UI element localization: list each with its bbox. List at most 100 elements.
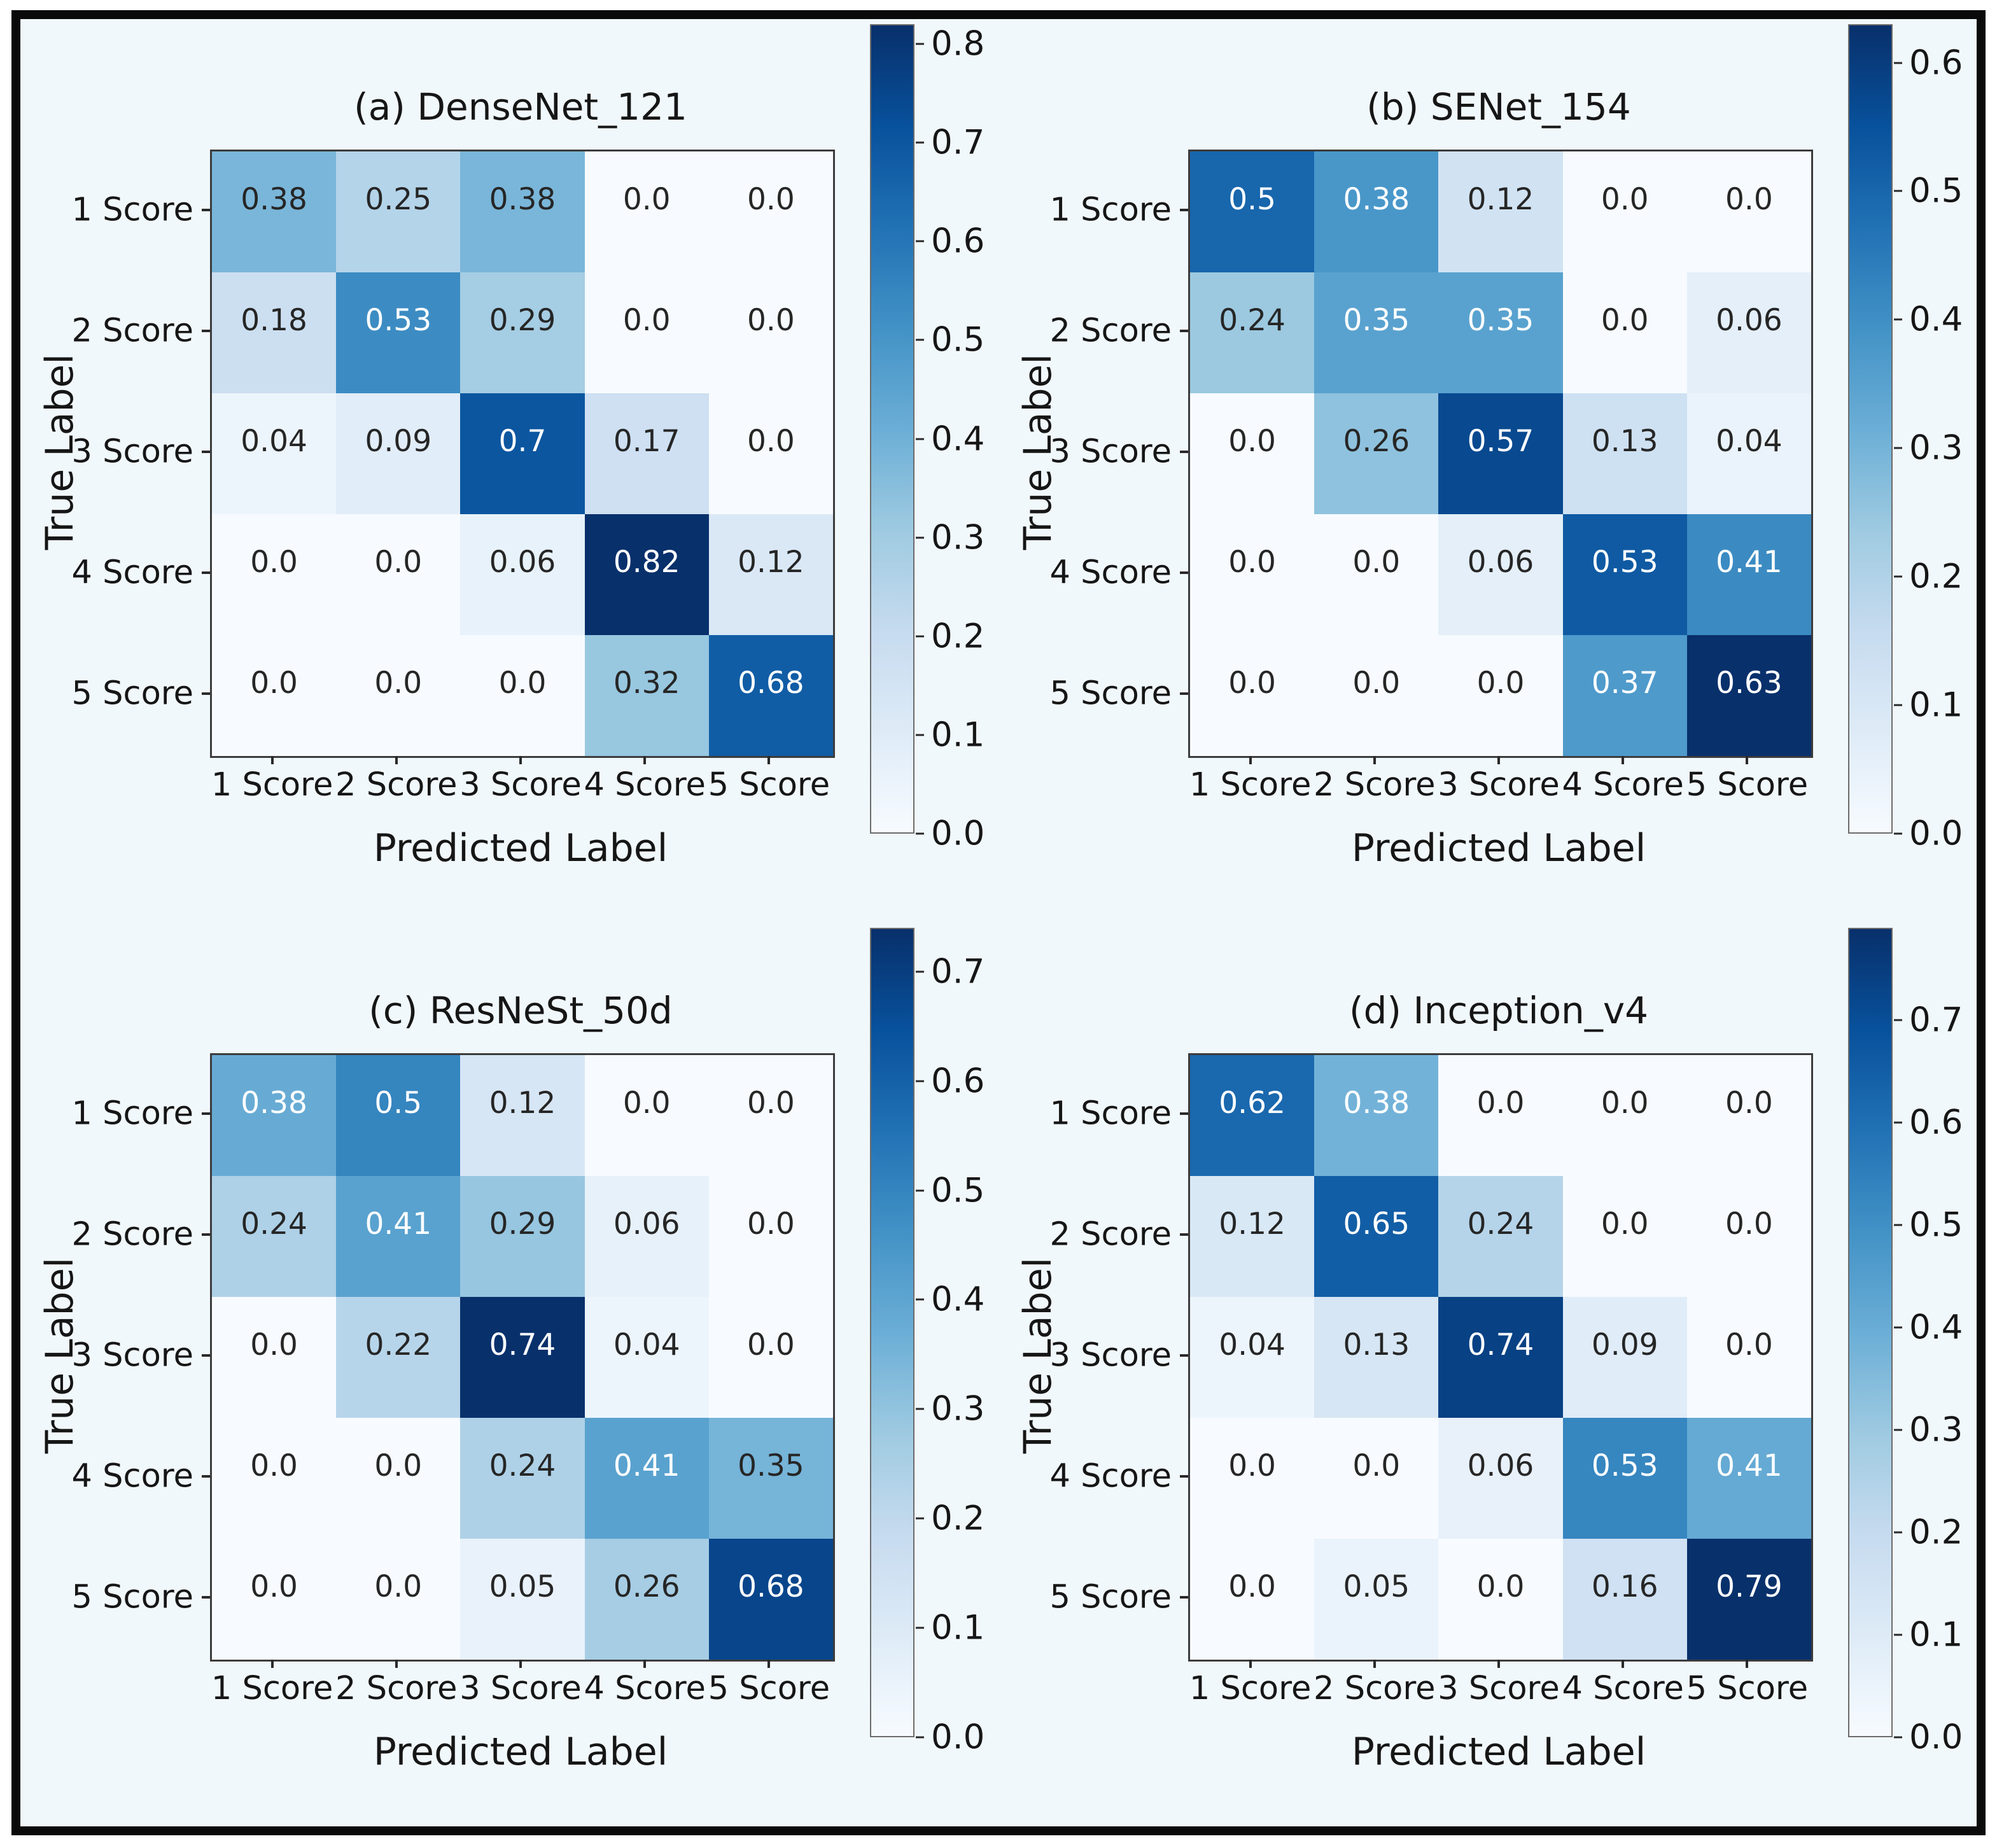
y-tick-label: 1 Score [71, 1095, 194, 1133]
confusion-matrix-heatmap: 0.38 0.25 0.38 0.0 0.0 0.18 0.53 0.29 0.0 0.0 0.04… [210, 150, 835, 758]
x-tick-mark [519, 756, 522, 764]
heatmap-cell: 0.04 [1686, 393, 1811, 514]
colorbar-tick-label: 0.3 [931, 1389, 985, 1429]
colorbar-tick-mark [1894, 1531, 1902, 1534]
heatmap-cell: 0.0 [212, 1539, 337, 1660]
colorbar-gradient [870, 928, 914, 1737]
x-tick-label: 1 Score [211, 1670, 333, 1707]
heatmap-cell: 0.38 [460, 151, 585, 272]
heatmap-cell: 0.0 [336, 635, 461, 756]
y-tick-label: 2 Score [1049, 1215, 1172, 1254]
colorbar-tick-label: 0.3 [1909, 428, 1963, 468]
colorbar-tick-mark [916, 43, 924, 45]
colorbar-gradient [870, 24, 914, 834]
x-tick-label: 3 Score [459, 766, 582, 804]
y-tick-mark [202, 451, 210, 453]
y-tick-mark [1180, 1475, 1188, 1478]
heatmap-cell: 0.04 [212, 393, 337, 514]
heatmap-cell: 0.25 [336, 151, 461, 272]
colorbar-tick-mark [916, 240, 924, 242]
colorbar-gradient [1848, 24, 1893, 834]
colorbar-tick-label: 0.6 [931, 221, 985, 261]
x-tick-mark [1622, 1660, 1625, 1668]
x-axis-label: Predicted Label [1351, 1730, 1646, 1774]
heatmap-cell: 0.41 [584, 1418, 709, 1539]
colorbar-tick-label: 0.3 [1909, 1410, 1963, 1450]
colorbar-tick-label: 0.4 [931, 1280, 985, 1319]
y-tick-mark [1180, 1233, 1188, 1236]
colorbar-tick-mark [1894, 704, 1902, 706]
y-tick-mark [1180, 692, 1188, 695]
y-tick-label: 5 Score [1049, 675, 1172, 713]
x-tick-label: 5 Score [708, 1670, 830, 1707]
heatmap-cell: 0.24 [1190, 272, 1315, 393]
heatmap-cell: 0.41 [1686, 1418, 1811, 1539]
heatmap-cell: 0.0 [1686, 1055, 1811, 1176]
heatmap-cell: 0.24 [1438, 1176, 1563, 1297]
colorbar-tick-mark [916, 1736, 924, 1739]
heatmap-cell: 0.05 [1314, 1539, 1439, 1660]
y-tick-label: 4 Score [1049, 1457, 1172, 1495]
colorbar-tick-label: 0.1 [1909, 685, 1963, 725]
y-tick-mark [1180, 1112, 1188, 1115]
heatmap-cell: 0.18 [212, 272, 337, 393]
heatmap-cell: 0.0 [708, 393, 833, 514]
x-tick-mark [1746, 756, 1749, 764]
x-tick-label: 4 Score [584, 766, 706, 804]
colorbar-tick-label: 0.2 [931, 1499, 985, 1538]
confusion-matrix-heatmap: 0.62 0.38 0.0 0.0 0.0 0.12 0.65 0.24 0.0 0.0 0.04 0… [1188, 1053, 1813, 1662]
heatmap-cell: 0.24 [460, 1418, 585, 1539]
heatmap-cell: 0.04 [584, 1297, 709, 1418]
x-axis-label: Predicted Label [373, 826, 668, 871]
y-tick-label: 4 Score [1049, 554, 1172, 592]
heatmap-cell: 0.35 [1314, 272, 1439, 393]
colorbar-tick-mark [916, 1408, 924, 1410]
x-tick-mark [643, 756, 647, 764]
colorbar-tick-mark [1894, 190, 1902, 192]
x-tick-label: 3 Score [459, 1670, 582, 1707]
y-tick-label: 2 Score [71, 312, 194, 350]
heatmap-cell: 0.0 [708, 1297, 833, 1418]
heatmap-cell: 0.0 [1438, 1539, 1563, 1660]
colorbar-tick-mark [916, 438, 924, 440]
heatmap-cell: 0.13 [1562, 393, 1687, 514]
colorbar-tick-label: 0.8 [931, 24, 985, 64]
x-tick-mark [1746, 1660, 1749, 1668]
subplot-title: (b) SENet_154 [1366, 85, 1631, 129]
y-tick-mark [202, 1475, 210, 1478]
heatmap-cell: 0.0 [212, 514, 337, 635]
heatmap-cell: 0.13 [1314, 1297, 1439, 1418]
colorbar-tick-mark [1894, 575, 1902, 578]
heatmap-cell: 0.06 [1686, 272, 1811, 393]
y-tick-label: 1 Score [71, 191, 194, 229]
heatmap-cell: 0.74 [460, 1297, 585, 1418]
colorbar-tick-mark [916, 536, 924, 539]
heatmap-cell: 0.38 [212, 151, 337, 272]
colorbar-tick-mark [1894, 1121, 1902, 1124]
colorbar: 0.0 0.1 0.2 0.3 0.4 0.5 0.6 0.7 0.8 [870, 24, 997, 853]
colorbar-tick-label: 0.6 [1909, 43, 1963, 83]
heatmap-cell: 0.37 [1562, 635, 1687, 756]
heatmap-cell: 0.0 [584, 272, 709, 393]
figure-frame: (a) DenseNet_121 True Label 1 Score 2 Sco… [11, 10, 1986, 1835]
colorbar-tick-mark [916, 635, 924, 638]
x-tick-label: 2 Score [335, 766, 458, 804]
y-tick-mark [202, 1112, 210, 1115]
colorbar-tick-mark [916, 1189, 924, 1192]
colorbar-tick-mark [1894, 447, 1902, 449]
y-tick-mark [202, 1233, 210, 1236]
heatmap-cell: 0.82 [584, 514, 709, 635]
colorbar-tick-mark [1894, 62, 1902, 64]
y-tick-mark [202, 692, 210, 695]
heatmap-cell: 0.0 [212, 1418, 337, 1539]
y-tick-mark [202, 1354, 210, 1357]
heatmap-cell: 0.0 [1190, 1418, 1315, 1539]
colorbar-tick-mark [1894, 1429, 1902, 1431]
heatmap-cell: 0.53 [1562, 1418, 1687, 1539]
colorbar-tick-label: 0.1 [931, 715, 985, 755]
heatmap-cell: 0.0 [1562, 151, 1687, 272]
heatmap-cell: 0.74 [1438, 1297, 1563, 1418]
x-tick-mark [1249, 756, 1252, 764]
colorbar-tick-mark [1894, 1634, 1902, 1636]
